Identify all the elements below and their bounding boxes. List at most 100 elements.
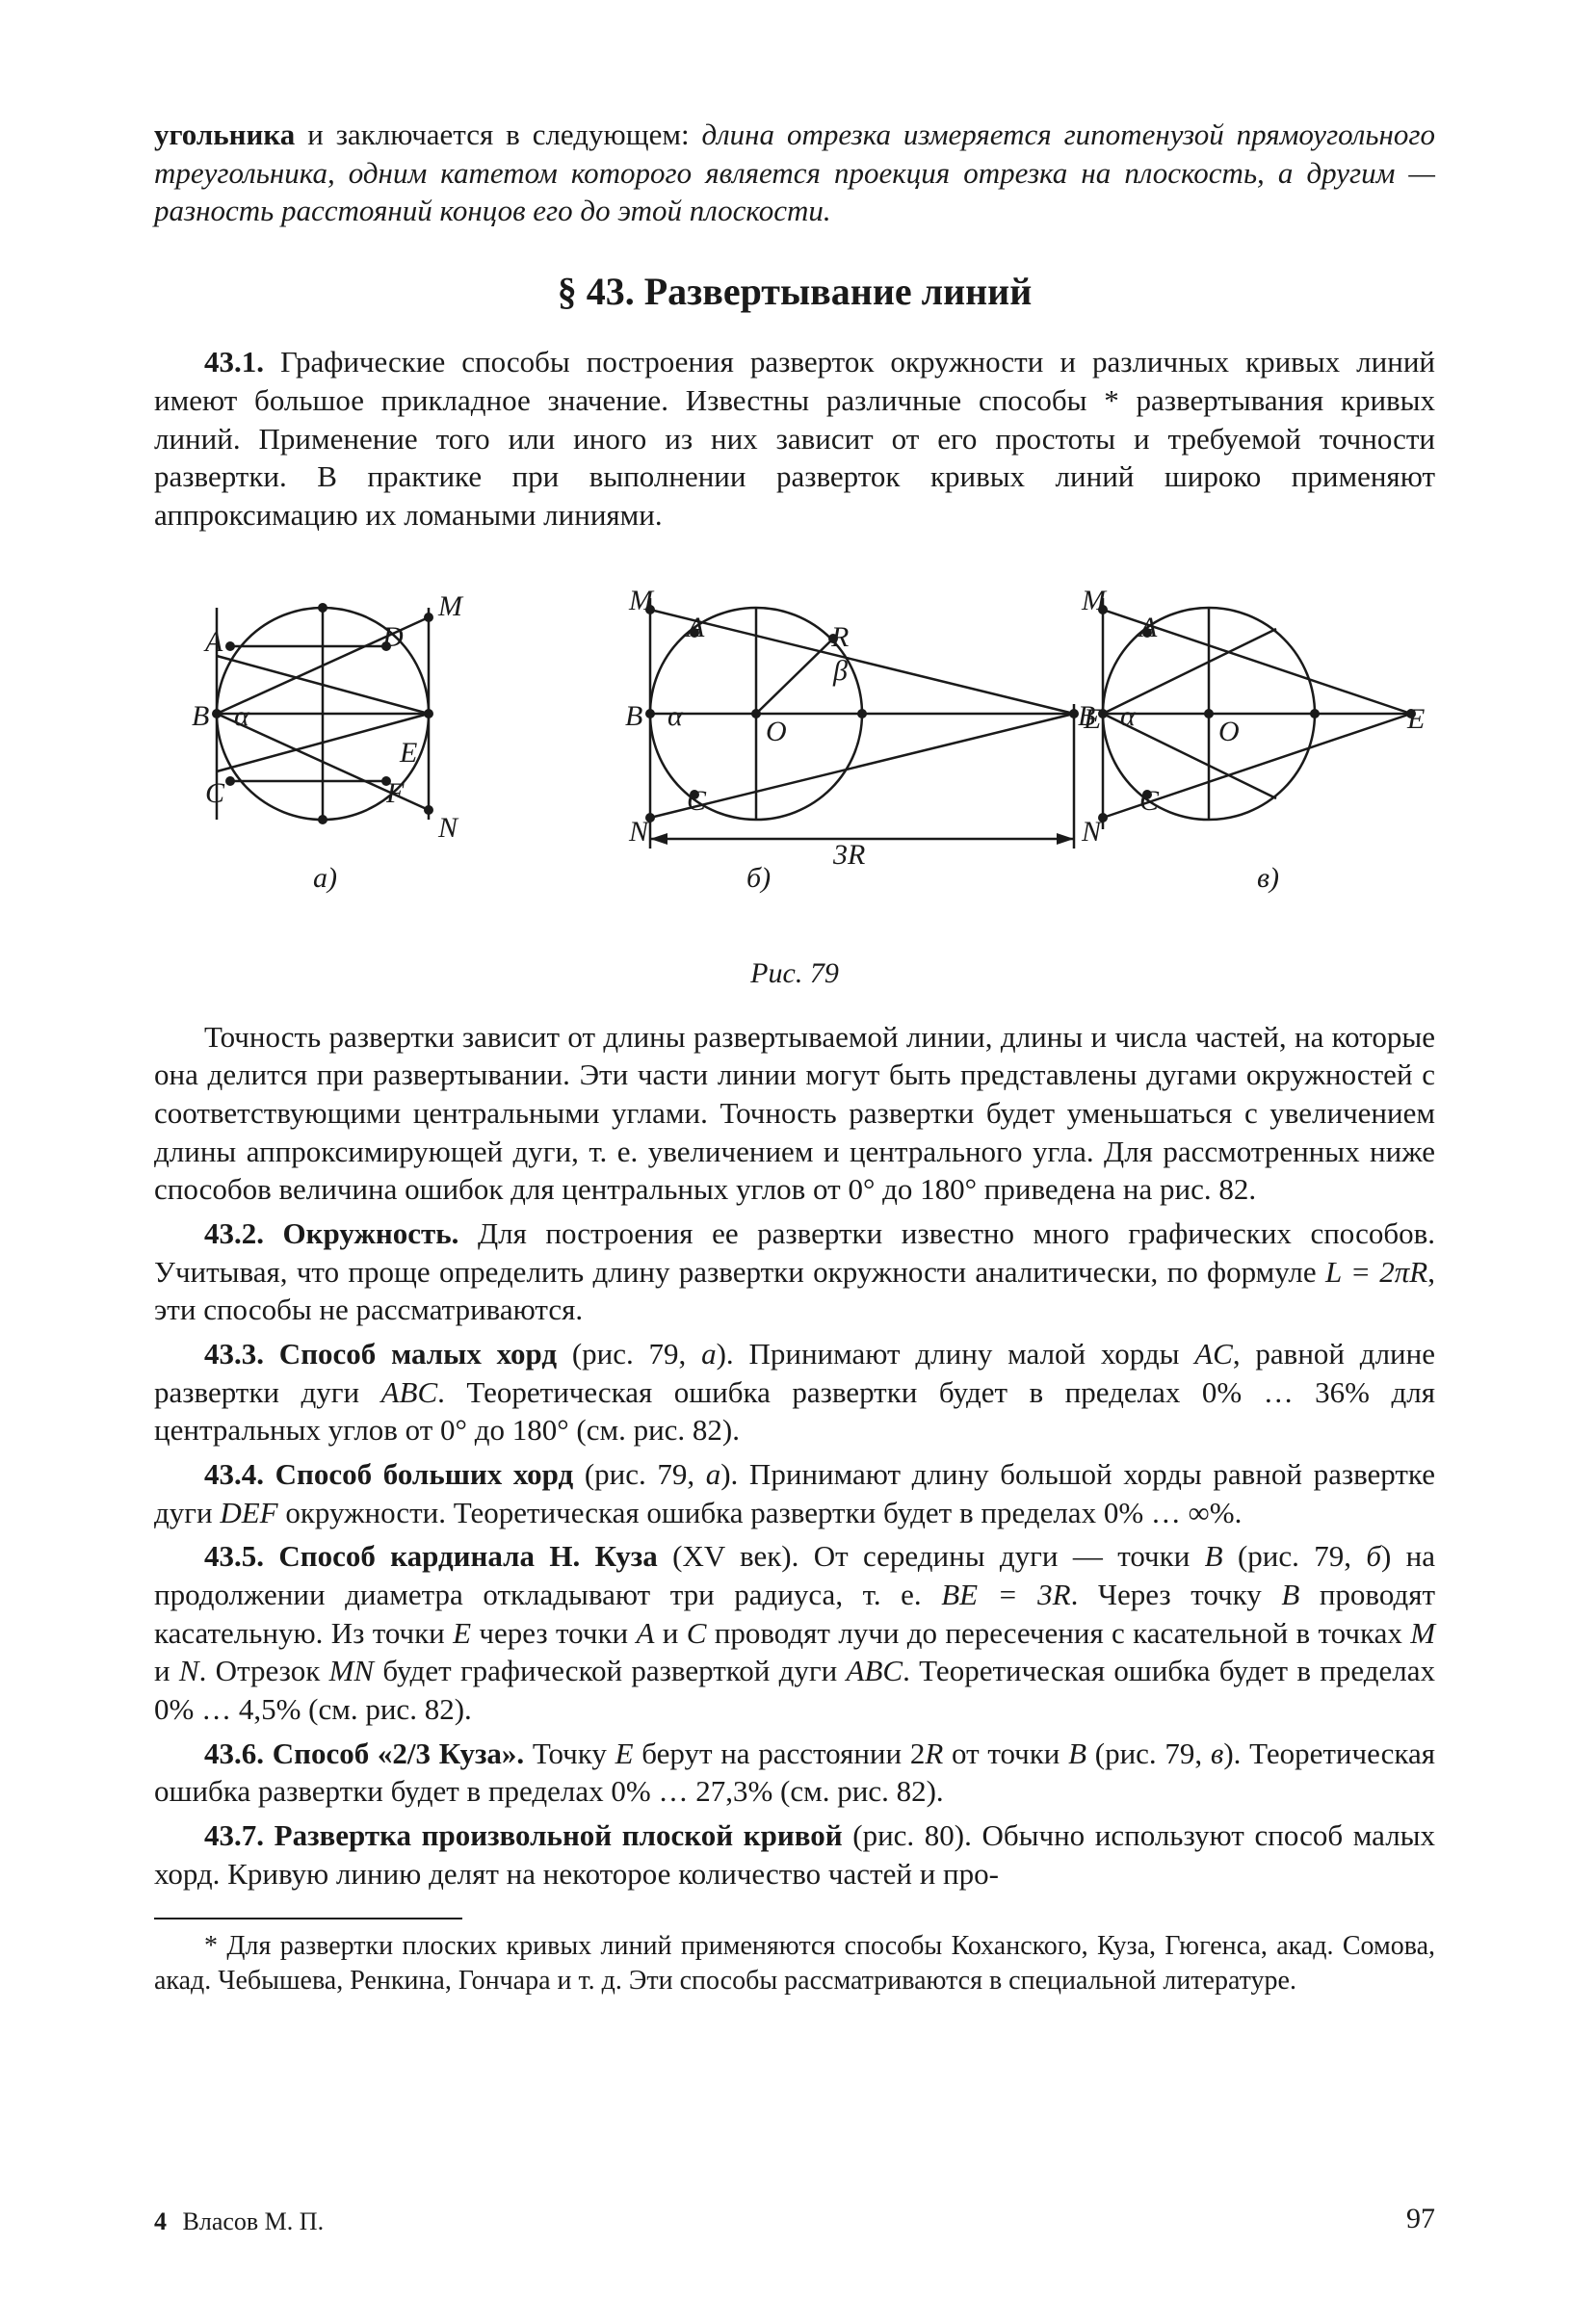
- fig-b-A: A: [685, 612, 705, 643]
- footnote-rule: [154, 1918, 462, 1919]
- fig-v-sub: в): [1257, 862, 1279, 894]
- p431-text: Графические способы построения разверток…: [154, 345, 1435, 532]
- fig-v-M: M: [1081, 585, 1108, 616]
- p435-title: Способ кардинала Н. Куза: [264, 1539, 658, 1573]
- fig-a-D: D: [381, 621, 404, 653]
- fig-a-C: C: [205, 777, 225, 809]
- p435-C: C: [687, 1616, 707, 1650]
- fig-a-N: N: [437, 812, 459, 844]
- footnote: * Для развертки плоских кривых линий при…: [154, 1929, 1435, 1998]
- p437-title: Развертка произвольной плоской кривой: [264, 1818, 843, 1852]
- p433-title: Способ малых хорд: [264, 1337, 557, 1371]
- p432-title: Окружность.: [264, 1216, 458, 1250]
- para-43-5: 43.5. Способ кардинала Н. Куза (XV век).…: [154, 1537, 1435, 1728]
- fig-a-F: F: [385, 777, 405, 809]
- para-accuracy: Точность развертки зависит от длины разв…: [154, 1018, 1435, 1209]
- para-43-1: 43.1. Графические способы построения раз…: [154, 343, 1435, 534]
- intro-lead-plain: и заключается в следующем:: [295, 118, 701, 151]
- p436-fig: в: [1211, 1736, 1223, 1770]
- p434-fig: а: [706, 1457, 721, 1491]
- p435-t8: проводят лучи до пересечения с касательн…: [706, 1616, 1410, 1650]
- footer-author: Власов М. П.: [183, 2207, 325, 2235]
- p435-t7: и: [654, 1616, 686, 1650]
- p436-t4: (рис. 79,: [1086, 1736, 1211, 1770]
- fig-v-B: B: [1078, 700, 1095, 732]
- p435-A: A: [636, 1616, 654, 1650]
- para-43-2: 43.2. Окружность. Для построения ее разв…: [154, 1214, 1435, 1329]
- p436-title: Способ «2/3 Куза».: [264, 1736, 524, 1770]
- p436-E: E: [615, 1736, 634, 1770]
- p434-t3: окружности. Теоретическая ошибка разверт…: [278, 1496, 1243, 1529]
- para-43-7: 43.7. Развертка произвольной плоской кри…: [154, 1816, 1435, 1893]
- p437-num: 43.7.: [204, 1818, 264, 1852]
- fig-v-O: O: [1218, 716, 1240, 747]
- fig-a-B: B: [192, 700, 209, 732]
- p434-t1: (рис. 79,: [573, 1457, 706, 1491]
- footer-mark: 4: [154, 2207, 167, 2235]
- p436-R: R: [925, 1736, 943, 1770]
- p435-fig: б: [1366, 1539, 1381, 1573]
- p432-num: 43.2.: [204, 1216, 264, 1250]
- p435-B2: B: [1281, 1578, 1299, 1611]
- fig-b-C: C: [687, 785, 707, 817]
- fig-v-C: C: [1139, 785, 1160, 817]
- fig-b-3R: 3R: [832, 839, 865, 871]
- fig-v-A: A: [1138, 612, 1158, 643]
- p435-t10: . Отрезок: [199, 1654, 329, 1687]
- p435-E: E: [453, 1616, 471, 1650]
- p435-t2: (рис. 79,: [1223, 1539, 1367, 1573]
- section-title: § 43. Развертывание линий: [154, 267, 1435, 316]
- footer: 4 Власов М. П. 97: [154, 2206, 1435, 2237]
- p435-t11: будет графической разверткой дуги: [374, 1654, 846, 1687]
- fig-b-R: R: [830, 621, 849, 653]
- p435-M: M: [1410, 1616, 1435, 1650]
- fig-v-E: E: [1406, 703, 1425, 735]
- p435-N: N: [179, 1654, 199, 1687]
- p436-t2: берут на расстоянии 2: [634, 1736, 926, 1770]
- fig-v-N: N: [1081, 816, 1103, 848]
- fig-b-O: O: [766, 716, 787, 747]
- p436-num: 43.6.: [204, 1736, 264, 1770]
- p435-num: 43.5.: [204, 1539, 264, 1573]
- p433-num: 43.3.: [204, 1337, 264, 1371]
- p436-t3: от точки: [943, 1736, 1068, 1770]
- p435-t6: через точки: [471, 1616, 636, 1650]
- fig-a-sub: a): [313, 862, 337, 894]
- p435-t4: . Через точку: [1071, 1578, 1282, 1611]
- page-number: 97: [1406, 2201, 1435, 2237]
- p435-t1: (XV век). От середины дуги — точки: [658, 1539, 1205, 1573]
- p433-AC: AC: [1194, 1337, 1233, 1371]
- para-43-3: 43.3. Способ малых хорд (рис. 79, а). Пр…: [154, 1335, 1435, 1449]
- intro-lead-bold: угольника: [154, 118, 295, 151]
- p436-t1: Точку: [524, 1736, 615, 1770]
- p432-formula: L = 2πR: [1325, 1255, 1427, 1289]
- p435-ABC: ABC: [847, 1654, 903, 1687]
- figure-79-svg: A D B α E C F M N a) M A R B α O β E C: [159, 560, 1430, 926]
- para-43-4: 43.4. Способ больших хорд (рис. 79, а). …: [154, 1455, 1435, 1531]
- fig-v-alpha: α: [1120, 700, 1137, 732]
- intro-paragraph: угольника и заключается в следующем: дли…: [154, 116, 1435, 230]
- fig-b-M: M: [628, 585, 655, 616]
- p433-ABC: ABC: [381, 1375, 438, 1409]
- p435-MN: MN: [329, 1654, 375, 1687]
- p434-num: 43.4.: [204, 1457, 264, 1491]
- fig-b-beta: β: [832, 655, 848, 687]
- fig-a-M: M: [437, 590, 464, 622]
- p433-t2: ). Принимают длину малой хорды: [717, 1337, 1195, 1371]
- p433-t1: (рис. 79,: [557, 1337, 701, 1371]
- fig-b-N: N: [628, 816, 650, 848]
- p435-BE: BE = 3R: [941, 1578, 1070, 1611]
- page: угольника и заключается в следующем: дли…: [0, 0, 1570, 2324]
- fig-b-alpha: α: [667, 700, 684, 732]
- p435-t9: и: [154, 1654, 179, 1687]
- p435-B: B: [1205, 1539, 1223, 1573]
- p434-DEF: DEF: [220, 1496, 277, 1529]
- para-43-6: 43.6. Способ «2/3 Куза». Точку E берут н…: [154, 1735, 1435, 1811]
- figure-79: A D B α E C F M N a) M A R B α O β E C: [154, 560, 1435, 993]
- p433-fig: а: [701, 1337, 717, 1371]
- fig-a-E: E: [399, 737, 417, 769]
- figure-79-caption: Рис. 79: [154, 955, 1435, 992]
- p434-title: Способ больших хорд: [264, 1457, 573, 1491]
- p431-num: 43.1.: [204, 345, 264, 379]
- p436-B: B: [1068, 1736, 1086, 1770]
